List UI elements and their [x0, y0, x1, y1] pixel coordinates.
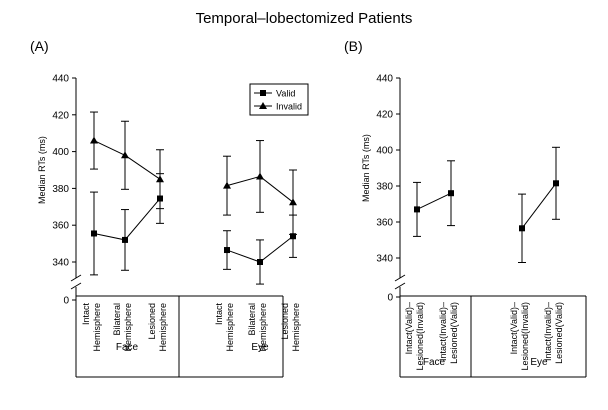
panel-a: (A) 340 360 380 400 420 440 0 Median RTs (ms) Int… — [30, 38, 309, 378]
category-label: Hemisphere — [123, 303, 133, 352]
data-point — [289, 198, 297, 206]
y-zero-label: 0 — [387, 293, 393, 304]
y-tick-label: 440 — [52, 74, 69, 85]
y-tick-label: 360 — [52, 221, 69, 232]
data-point — [414, 206, 420, 213]
y-tick-label: 420 — [376, 110, 393, 121]
legend-label: Invalid — [276, 102, 302, 112]
series-line — [521, 182, 557, 229]
data-point — [448, 190, 454, 197]
y-axis-label: Median RTs (ms) — [37, 136, 47, 204]
category-label: Lesioned(Valid) — [449, 302, 459, 364]
data-point — [91, 230, 97, 237]
data-point — [156, 175, 164, 183]
panel-label: (A) — [30, 38, 49, 54]
y-tick-label: 340 — [52, 258, 69, 269]
y-tick-label: 400 — [376, 146, 393, 157]
category-label: Intact(Valid)– — [404, 302, 414, 354]
legend-marker-square — [260, 90, 266, 96]
category-label: Intact(Valid)– — [509, 302, 519, 354]
data-point — [223, 181, 231, 189]
axis-break-mark — [394, 282, 406, 290]
category-label: Bilateral — [247, 303, 257, 336]
category-label: Hemisphere — [92, 303, 102, 352]
category-label: Intact(Invalid)– — [438, 302, 448, 361]
series-line — [416, 192, 452, 210]
category-label: Intact — [81, 303, 91, 326]
data-point — [122, 236, 128, 243]
data-point — [121, 151, 129, 159]
data-point — [256, 172, 264, 180]
y-tick-label: 380 — [376, 182, 393, 193]
data-point — [257, 259, 263, 265]
legend-box — [249, 83, 309, 116]
data-point — [90, 136, 98, 144]
category-label: Hemisphere — [291, 303, 301, 352]
category-label: Hemisphere — [225, 303, 235, 352]
data-point — [224, 247, 230, 254]
group-label: Face — [116, 342, 139, 353]
y-tick-label: 400 — [52, 147, 69, 158]
y-tick-label: 360 — [376, 218, 393, 229]
y-axis-label: Median RTs (ms) — [361, 134, 371, 202]
y-zero-label: 0 — [63, 296, 69, 307]
data-point — [553, 180, 559, 187]
y-tick-label: 340 — [376, 254, 393, 265]
panel-b: (B) 340 360 380 400 420 440 0 Median RTs (ms) Int… — [344, 38, 587, 378]
category-label: Lesioned — [147, 303, 157, 340]
category-label: Bilateral — [112, 303, 122, 336]
legend-label: Valid — [276, 89, 295, 99]
category-label: Lesioned(Invalid) — [520, 302, 530, 371]
series-line — [93, 198, 161, 241]
axis-break-mark — [70, 274, 82, 282]
panel-label: (B) — [344, 38, 363, 54]
axis-break-mark — [70, 282, 82, 290]
y-tick-label: 420 — [52, 110, 69, 121]
category-label: Hemisphere — [258, 303, 268, 352]
category-label: Lesioned(Valid) — [554, 302, 564, 364]
legend-marker-triangle — [259, 102, 267, 109]
data-point — [290, 233, 296, 240]
y-tick-label: 380 — [52, 184, 69, 195]
category-label: Intact — [214, 303, 224, 326]
chart-title: Temporal–lobectomized Patients — [196, 10, 413, 27]
axis-break-mark — [394, 274, 406, 282]
category-label: Lesioned — [280, 303, 290, 340]
category-label: Hemisphere — [158, 303, 168, 352]
group-label: Eye — [530, 357, 548, 368]
category-label: Lesioned(Invalid) — [415, 302, 425, 371]
group-label: Eye — [251, 342, 269, 353]
series-line — [93, 140, 161, 180]
y-tick-label: 440 — [376, 74, 393, 85]
category-label: Intact(Invalid)– — [543, 302, 553, 361]
group-label: Face — [423, 357, 446, 368]
data-point — [519, 225, 525, 232]
